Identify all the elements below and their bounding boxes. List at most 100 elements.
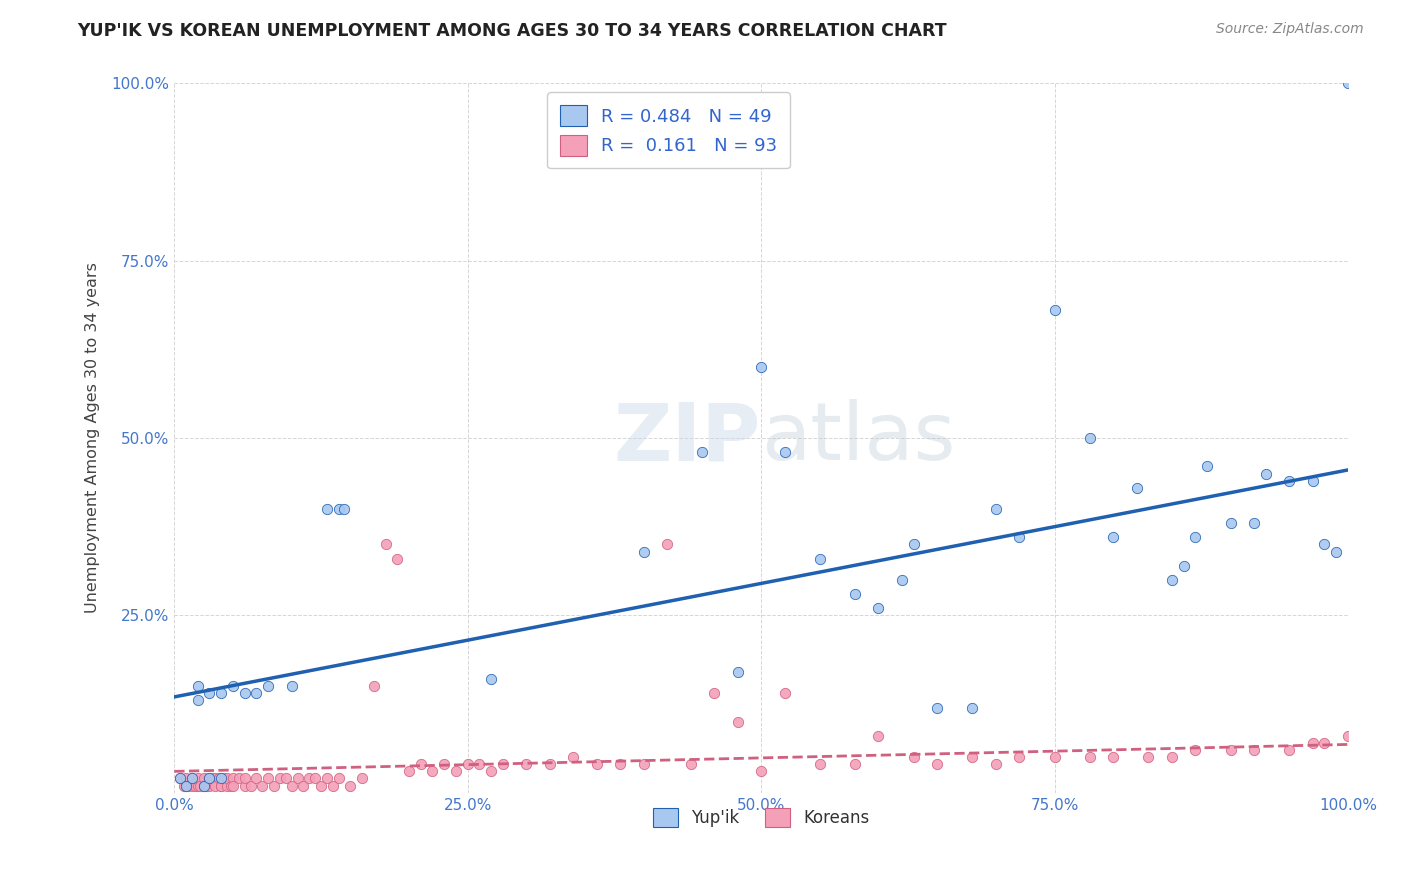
Point xyxy=(457,757,479,772)
Point xyxy=(1102,530,1125,544)
Point xyxy=(538,757,561,772)
Point xyxy=(868,601,890,615)
Point xyxy=(1302,474,1324,488)
Point xyxy=(1160,573,1182,587)
Point xyxy=(844,587,866,601)
Point xyxy=(184,779,207,793)
Point xyxy=(808,551,831,566)
Point xyxy=(1173,558,1195,573)
Point xyxy=(633,757,655,772)
Point xyxy=(468,757,491,772)
Point xyxy=(287,772,309,786)
Point xyxy=(444,764,467,779)
Point xyxy=(1137,750,1160,764)
Point xyxy=(280,779,302,793)
Point xyxy=(339,779,361,793)
Point xyxy=(363,679,385,693)
Point xyxy=(333,502,356,516)
Point xyxy=(749,764,772,779)
Point xyxy=(252,779,274,793)
Point xyxy=(187,779,209,793)
Text: ZIP: ZIP xyxy=(614,399,761,477)
Text: atlas: atlas xyxy=(761,399,956,477)
Point xyxy=(233,779,256,793)
Point xyxy=(433,757,456,772)
Point xyxy=(174,779,197,793)
Point xyxy=(187,693,209,707)
Point xyxy=(515,757,537,772)
Text: YUP'IK VS KOREAN UNEMPLOYMENT AMONG AGES 30 TO 34 YEARS CORRELATION CHART: YUP'IK VS KOREAN UNEMPLOYMENT AMONG AGES… xyxy=(77,22,948,40)
Point xyxy=(180,772,202,786)
Point xyxy=(1008,750,1031,764)
Point xyxy=(315,502,337,516)
Point xyxy=(1243,743,1265,757)
Point xyxy=(479,672,502,686)
Point xyxy=(217,772,239,786)
Point xyxy=(245,686,267,700)
Point xyxy=(409,757,432,772)
Point xyxy=(657,537,679,551)
Point xyxy=(962,700,984,714)
Point xyxy=(1125,481,1147,495)
Point xyxy=(201,772,224,786)
Point xyxy=(1008,530,1031,544)
Point xyxy=(280,679,302,693)
Point xyxy=(209,772,232,786)
Point xyxy=(927,700,949,714)
Point xyxy=(209,686,232,700)
Point xyxy=(274,772,297,786)
Point xyxy=(222,772,245,786)
Point xyxy=(169,772,191,786)
Point xyxy=(374,537,396,551)
Point xyxy=(328,772,350,786)
Point xyxy=(808,757,831,772)
Point xyxy=(1197,459,1219,474)
Point xyxy=(1160,750,1182,764)
Point xyxy=(1337,77,1360,91)
Point xyxy=(193,772,215,786)
Point xyxy=(1278,743,1301,757)
Point xyxy=(180,772,202,786)
Point xyxy=(903,750,925,764)
Point xyxy=(217,779,239,793)
Point xyxy=(292,779,315,793)
Point xyxy=(387,551,409,566)
Point xyxy=(1313,736,1336,750)
Legend: Yup'ik, Koreans: Yup'ik, Koreans xyxy=(647,801,876,834)
Point xyxy=(1102,750,1125,764)
Point xyxy=(703,686,725,700)
Point xyxy=(198,686,221,700)
Point xyxy=(1043,303,1066,318)
Point xyxy=(315,772,337,786)
Point xyxy=(180,779,202,793)
Point xyxy=(209,779,232,793)
Point xyxy=(263,779,285,793)
Point xyxy=(304,772,326,786)
Point xyxy=(585,757,607,772)
Point xyxy=(727,665,749,679)
Point xyxy=(633,544,655,558)
Point xyxy=(198,779,221,793)
Point xyxy=(309,779,332,793)
Point xyxy=(1219,743,1241,757)
Point xyxy=(298,772,321,786)
Point xyxy=(1337,729,1360,743)
Point xyxy=(198,772,221,786)
Point xyxy=(1184,743,1206,757)
Point xyxy=(727,714,749,729)
Point xyxy=(257,772,280,786)
Point xyxy=(422,764,444,779)
Point xyxy=(398,764,420,779)
Point xyxy=(352,772,374,786)
Point xyxy=(228,772,250,786)
Point xyxy=(204,779,226,793)
Point xyxy=(208,772,231,786)
Point xyxy=(890,573,912,587)
Point xyxy=(1078,431,1101,445)
Point xyxy=(222,779,245,793)
Text: Source: ZipAtlas.com: Source: ZipAtlas.com xyxy=(1216,22,1364,37)
Y-axis label: Unemployment Among Ages 30 to 34 years: Unemployment Among Ages 30 to 34 years xyxy=(86,262,100,614)
Point xyxy=(177,779,200,793)
Point xyxy=(187,772,209,786)
Point xyxy=(479,764,502,779)
